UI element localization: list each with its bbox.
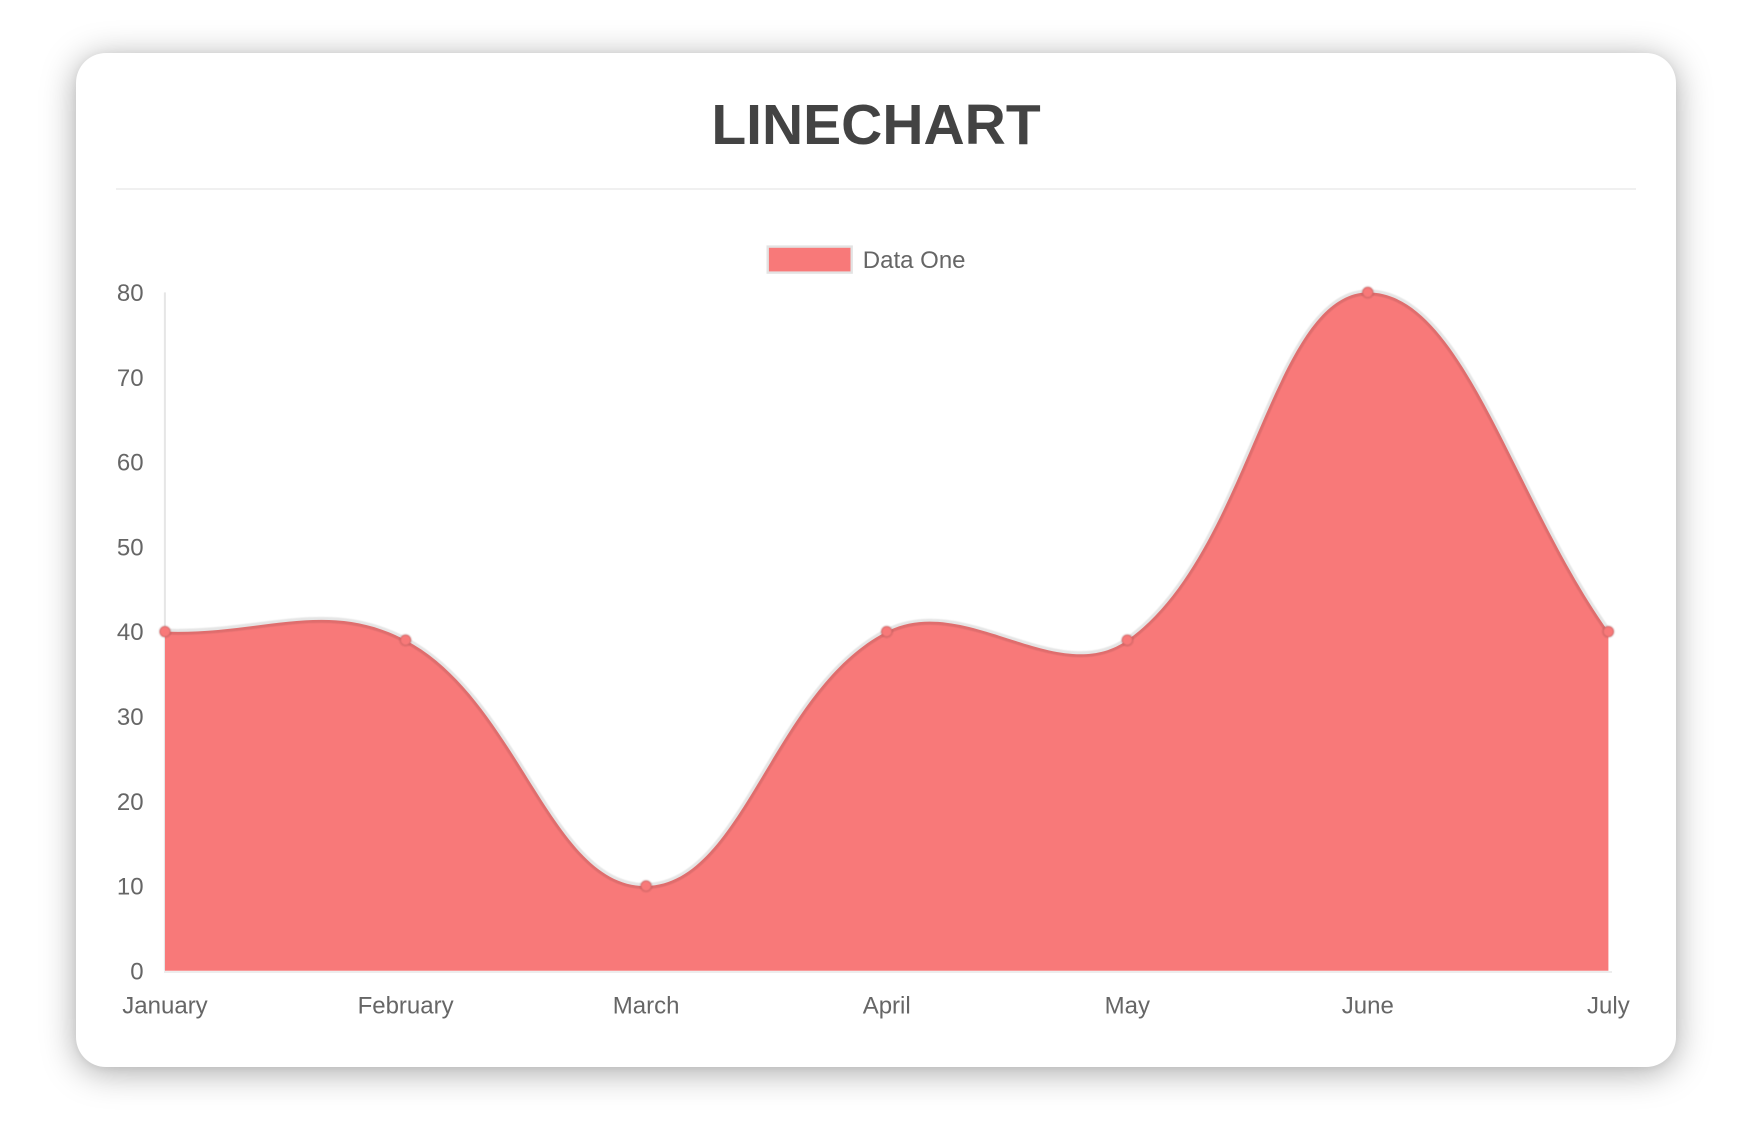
svg-text:10: 10 <box>117 874 144 901</box>
svg-text:March: March <box>613 993 680 1020</box>
svg-text:70: 70 <box>117 365 144 392</box>
svg-text:60: 60 <box>117 450 144 477</box>
svg-text:40: 40 <box>117 619 144 646</box>
svg-text:30: 30 <box>117 704 144 731</box>
svg-text:April: April <box>863 993 911 1020</box>
svg-text:80: 80 <box>117 280 144 307</box>
svg-text:January: January <box>122 993 207 1020</box>
svg-text:0: 0 <box>130 958 143 985</box>
svg-text:May: May <box>1105 993 1150 1020</box>
svg-text:February: February <box>358 993 454 1020</box>
svg-text:Data One: Data One <box>863 247 966 274</box>
svg-text:July: July <box>1587 993 1630 1020</box>
svg-text:20: 20 <box>117 789 144 816</box>
svg-text:June: June <box>1342 993 1394 1020</box>
svg-text:50: 50 <box>117 534 144 561</box>
